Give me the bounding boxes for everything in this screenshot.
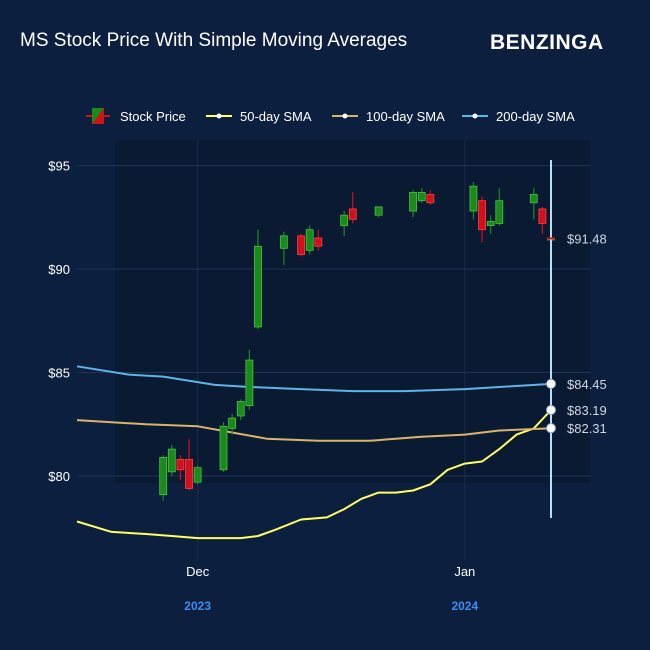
candle-body xyxy=(348,208,357,220)
candle-body xyxy=(254,245,262,328)
candle xyxy=(245,349,254,410)
legend-candle-icon xyxy=(92,108,104,124)
candles xyxy=(159,182,555,501)
x-tick-label: Dec xyxy=(186,564,210,579)
candle xyxy=(254,229,262,330)
candle xyxy=(297,233,305,257)
plot-shade xyxy=(115,140,590,483)
legend-label: 100-day SMA xyxy=(366,109,445,124)
chart-title: MS Stock Price With Simple Moving Averag… xyxy=(20,30,408,51)
sma-line xyxy=(76,419,552,442)
x-tick-label: Jan xyxy=(454,564,475,579)
y-tick-label: $80 xyxy=(48,469,70,484)
end-markers: $91.48 $84.45 $83.19 $82.31 xyxy=(546,160,607,518)
candle xyxy=(495,188,504,226)
candle xyxy=(219,422,228,472)
candle-body xyxy=(279,235,288,249)
candle-body xyxy=(495,200,504,224)
sma-line xyxy=(76,365,552,393)
end-marker xyxy=(546,404,556,415)
legend-label: Stock Price xyxy=(120,109,186,124)
candle xyxy=(538,206,547,234)
candle-body xyxy=(228,417,237,429)
candle-body xyxy=(193,467,202,483)
legend-dot-icon xyxy=(472,113,478,119)
candle-body xyxy=(538,208,547,224)
candle-body xyxy=(245,359,254,407)
candle xyxy=(348,192,357,224)
y-axis: $80 $85 $90 $95 xyxy=(48,159,70,485)
last-value-label: $83.19 xyxy=(567,403,607,418)
candle xyxy=(426,190,435,205)
legend-item[interactable]: 200-day SMA xyxy=(462,109,575,124)
legend-dot-icon xyxy=(216,113,222,119)
legend-dot-icon xyxy=(342,113,348,119)
candle xyxy=(228,413,237,435)
y-tick-label: $90 xyxy=(48,262,70,277)
legend-item[interactable]: Stock Price xyxy=(86,108,186,124)
candle-body xyxy=(305,229,314,251)
grid-lines xyxy=(77,140,590,560)
candle-body xyxy=(409,192,418,212)
sma-line xyxy=(76,409,552,540)
legend-label: 200-day SMA xyxy=(496,109,575,124)
candle xyxy=(409,190,418,218)
candle-body xyxy=(529,194,538,204)
candle xyxy=(314,229,323,251)
candle xyxy=(159,455,168,501)
candle-body xyxy=(167,448,176,473)
candle xyxy=(486,215,495,234)
legend[interactable]: Stock Price 50-day SMA 100-day SMA 200-day … xyxy=(86,108,575,124)
y-tick-label: $85 xyxy=(48,366,70,381)
candle-body xyxy=(478,200,486,231)
y-tick-label: $95 xyxy=(48,159,70,174)
candle-body xyxy=(236,401,245,417)
benzinga-logo: BENZINGA xyxy=(490,31,604,54)
legend-item[interactable]: 50-day SMA xyxy=(206,109,312,124)
x-year-label: 2023 xyxy=(184,599,211,613)
candle xyxy=(185,438,193,491)
candle-body xyxy=(176,459,185,471)
candle-body xyxy=(374,206,383,216)
candle xyxy=(374,206,383,218)
candle xyxy=(469,182,478,220)
candle-body xyxy=(314,237,323,247)
x-axis: Dec 2023 Jan 2024 xyxy=(184,564,478,613)
last-value-label: $82.31 xyxy=(567,421,607,436)
candle-body xyxy=(297,235,305,255)
candle-body xyxy=(340,214,349,226)
candle-body xyxy=(219,425,228,471)
candle xyxy=(279,231,288,265)
x-year-label: 2024 xyxy=(451,599,478,613)
candle xyxy=(529,188,538,220)
sma-lines xyxy=(76,365,552,540)
candle xyxy=(478,196,486,243)
candle-body xyxy=(185,459,193,489)
legend-label: 50-day SMA xyxy=(240,109,312,124)
plot-area xyxy=(115,140,590,483)
end-marker xyxy=(546,423,556,434)
candle xyxy=(176,455,185,481)
candle xyxy=(236,399,245,421)
candle-body xyxy=(417,192,426,202)
candle xyxy=(193,465,202,485)
candle-body xyxy=(426,194,435,204)
candle-body xyxy=(486,220,495,226)
candle-body xyxy=(159,456,168,496)
candle xyxy=(167,444,176,476)
candle xyxy=(340,211,349,236)
candle xyxy=(305,225,314,255)
last-value-label: $91.48 xyxy=(567,231,607,246)
end-marker xyxy=(546,378,556,389)
last-value-label: $84.45 xyxy=(567,377,607,392)
candle-body xyxy=(469,185,478,212)
legend-item[interactable]: 100-day SMA xyxy=(332,109,445,124)
candle xyxy=(417,188,426,203)
